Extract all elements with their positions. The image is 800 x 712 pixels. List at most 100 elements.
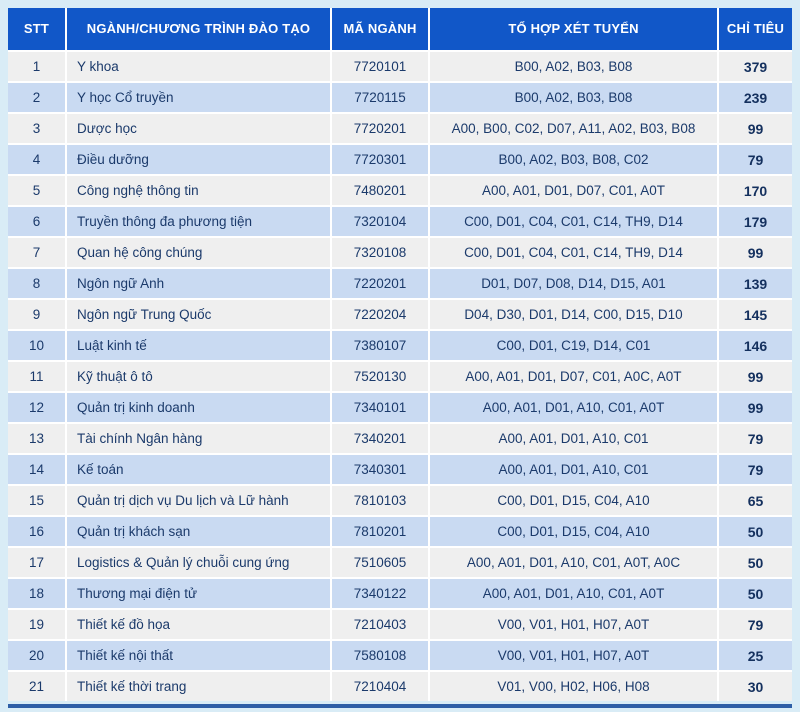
cell-nganh: Thiết kế thời trang <box>67 672 330 701</box>
cell-chi-tieu: 50 <box>719 548 792 577</box>
cell-stt: 3 <box>8 114 65 143</box>
cell-ma-nganh: 7320108 <box>332 238 428 267</box>
cell-to-hop: A00, A01, D01, A10, C01, A0T <box>430 579 717 608</box>
cell-nganh: Công nghệ thông tin <box>67 176 330 205</box>
cell-ma-nganh: 7580108 <box>332 641 428 670</box>
cell-stt: 6 <box>8 207 65 236</box>
cell-chi-tieu: 25 <box>719 641 792 670</box>
cell-ma-nganh: 7320104 <box>332 207 428 236</box>
cell-stt: 9 <box>8 300 65 329</box>
cell-ma-nganh: 7480201 <box>332 176 428 205</box>
cell-to-hop: B00, A02, B03, B08 <box>430 52 717 81</box>
cell-chi-tieu: 65 <box>719 486 792 515</box>
cell-nganh: Truyền thông đa phương tiện <box>67 207 330 236</box>
cell-to-hop: C00, D01, C19, D14, C01 <box>430 331 717 360</box>
cell-ma-nganh: 7510605 <box>332 548 428 577</box>
cell-to-hop: A00, A01, D01, A10, C01 <box>430 424 717 453</box>
cell-stt: 16 <box>8 517 65 546</box>
column-header-stt: STT <box>8 8 65 50</box>
cell-stt: 5 <box>8 176 65 205</box>
cell-nganh: Y học Cổ truyền <box>67 83 330 112</box>
cell-to-hop: C00, D01, C04, C01, C14, TH9, D14 <box>430 238 717 267</box>
column-header-ma-nganh: MÃ NGÀNH <box>332 8 428 50</box>
cell-to-hop: A00, A01, D01, A10, C01 <box>430 455 717 484</box>
cell-stt: 4 <box>8 145 65 174</box>
cell-nganh: Quản trị khách sạn <box>67 517 330 546</box>
column-header-nganh: NGÀNH/CHƯƠNG TRÌNH ĐÀO TẠO <box>67 8 330 50</box>
cell-ma-nganh: 7520130 <box>332 362 428 391</box>
cell-nganh: Tài chính Ngân hàng <box>67 424 330 453</box>
cell-chi-tieu: 170 <box>719 176 792 205</box>
cell-nganh: Thương mại điện tử <box>67 579 330 608</box>
cell-nganh: Ngôn ngữ Trung Quốc <box>67 300 330 329</box>
cell-ma-nganh: 7720115 <box>332 83 428 112</box>
cell-ma-nganh: 7720201 <box>332 114 428 143</box>
admissions-table: STT NGÀNH/CHƯƠNG TRÌNH ĐÀO TẠO MÃ NGÀNH … <box>8 8 792 708</box>
column-header-to-hop: TỔ HỢP XÉT TUYỂN <box>430 8 717 50</box>
cell-ma-nganh: 7380107 <box>332 331 428 360</box>
cell-chi-tieu: 99 <box>719 362 792 391</box>
cell-chi-tieu: 239 <box>719 83 792 112</box>
cell-nganh: Dược học <box>67 114 330 143</box>
cell-to-hop: V00, V01, H01, H07, A0T <box>430 610 717 639</box>
cell-nganh: Logistics & Quản lý chuỗi cung ứng <box>67 548 330 577</box>
table-grid: STT NGÀNH/CHƯƠNG TRÌNH ĐÀO TẠO MÃ NGÀNH … <box>8 8 792 701</box>
cell-ma-nganh: 7340101 <box>332 393 428 422</box>
cell-ma-nganh: 7220201 <box>332 269 428 298</box>
cell-chi-tieu: 79 <box>719 145 792 174</box>
cell-nganh: Kỹ thuật ô tô <box>67 362 330 391</box>
cell-stt: 15 <box>8 486 65 515</box>
cell-ma-nganh: 7340201 <box>332 424 428 453</box>
cell-chi-tieu: 146 <box>719 331 792 360</box>
cell-stt: 19 <box>8 610 65 639</box>
cell-stt: 12 <box>8 393 65 422</box>
cell-to-hop: C00, D01, D15, C04, A10 <box>430 486 717 515</box>
cell-to-hop: A00, A01, D01, A10, C01, A0T, A0C <box>430 548 717 577</box>
next-section-divider <box>8 704 792 708</box>
cell-ma-nganh: 7720101 <box>332 52 428 81</box>
cell-to-hop: A00, B00, C02, D07, A11, A02, B03, B08 <box>430 114 717 143</box>
cell-stt: 17 <box>8 548 65 577</box>
cell-chi-tieu: 139 <box>719 269 792 298</box>
cell-stt: 11 <box>8 362 65 391</box>
cell-to-hop: D04, D30, D01, D14, C00, D15, D10 <box>430 300 717 329</box>
cell-stt: 10 <box>8 331 65 360</box>
cell-to-hop: C00, D01, D15, C04, A10 <box>430 517 717 546</box>
cell-ma-nganh: 7210403 <box>332 610 428 639</box>
cell-ma-nganh: 7810201 <box>332 517 428 546</box>
cell-ma-nganh: 7810103 <box>332 486 428 515</box>
cell-to-hop: A00, A01, D01, A10, C01, A0T <box>430 393 717 422</box>
cell-ma-nganh: 7720301 <box>332 145 428 174</box>
cell-nganh: Quản trị dịch vụ Du lịch và Lữ hành <box>67 486 330 515</box>
cell-nganh: Điều dưỡng <box>67 145 330 174</box>
cell-chi-tieu: 145 <box>719 300 792 329</box>
cell-to-hop: B00, A02, B03, B08 <box>430 83 717 112</box>
cell-chi-tieu: 179 <box>719 207 792 236</box>
cell-stt: 13 <box>8 424 65 453</box>
cell-chi-tieu: 79 <box>719 455 792 484</box>
cell-to-hop: C00, D01, C04, C01, C14, TH9, D14 <box>430 207 717 236</box>
cell-chi-tieu: 99 <box>719 393 792 422</box>
cell-stt: 18 <box>8 579 65 608</box>
column-header-chi-tieu: CHỈ TIÊU <box>719 8 792 50</box>
cell-nganh: Thiết kế nội thất <box>67 641 330 670</box>
cell-chi-tieu: 50 <box>719 517 792 546</box>
cell-nganh: Ngôn ngữ Anh <box>67 269 330 298</box>
cell-stt: 7 <box>8 238 65 267</box>
cell-nganh: Y khoa <box>67 52 330 81</box>
cell-chi-tieu: 379 <box>719 52 792 81</box>
cell-ma-nganh: 7340122 <box>332 579 428 608</box>
cell-ma-nganh: 7210404 <box>332 672 428 701</box>
cell-to-hop: A00, A01, D01, D07, C01, A0T <box>430 176 717 205</box>
cell-nganh: Kế toán <box>67 455 330 484</box>
cell-chi-tieu: 99 <box>719 114 792 143</box>
cell-to-hop: D01, D07, D08, D14, D15, A01 <box>430 269 717 298</box>
cell-nganh: Quản trị kinh doanh <box>67 393 330 422</box>
cell-chi-tieu: 99 <box>719 238 792 267</box>
cell-stt: 1 <box>8 52 65 81</box>
cell-chi-tieu: 50 <box>719 579 792 608</box>
cell-nganh: Thiết kế đồ họa <box>67 610 330 639</box>
cell-nganh: Quan hệ công chúng <box>67 238 330 267</box>
cell-stt: 20 <box>8 641 65 670</box>
cell-nganh: Luật kinh tế <box>67 331 330 360</box>
